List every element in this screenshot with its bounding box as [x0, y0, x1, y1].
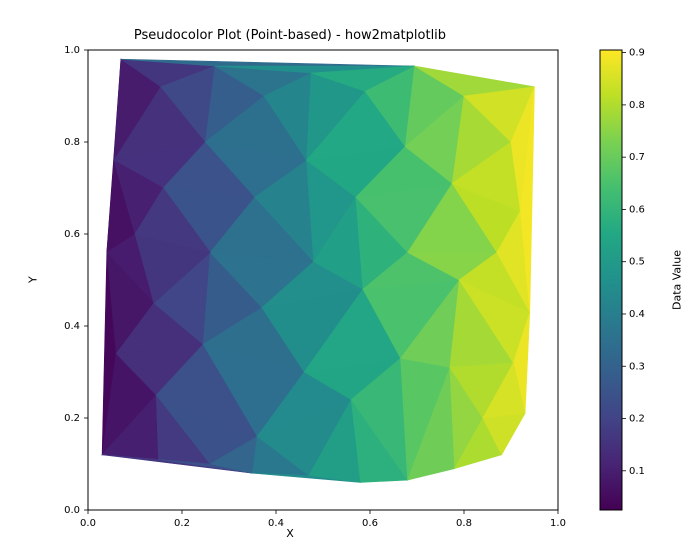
colorbar-tick-label: 0.6 — [629, 204, 645, 215]
colorbar — [600, 50, 622, 510]
colorbar-label: Data Value — [670, 50, 684, 510]
y-axis-label: Y — [26, 50, 40, 510]
colorbar-tick-label: 0.2 — [629, 414, 645, 425]
colorbar-tick-label: 0.8 — [629, 100, 645, 111]
y-tick-label: 0.0 — [64, 505, 80, 516]
plot-title: Pseudocolor Plot (Point-based) - how2mat… — [0, 28, 580, 43]
colorbar-tick-label: 0.9 — [629, 48, 645, 59]
y-tick-label: 0.2 — [64, 413, 80, 424]
triangulation — [102, 59, 534, 482]
y-tick-label: 1.0 — [64, 45, 80, 56]
y-tick-label: 0.6 — [64, 229, 80, 240]
colorbar-tick-label: 0.3 — [629, 361, 645, 372]
colorbar-tick-label: 0.1 — [629, 466, 645, 477]
y-tick-label: 0.4 — [64, 321, 80, 332]
colorbar-tick-label: 0.5 — [629, 257, 645, 268]
y-tick-label: 0.8 — [64, 137, 80, 148]
colorbar-tick-label: 0.4 — [629, 309, 645, 320]
figure: Pseudocolor Plot (Point-based) - how2mat… — [0, 0, 700, 560]
plot-svg: 0.00.20.40.60.81.00.00.20.40.60.81.00.10… — [0, 0, 700, 560]
x-axis-label: X — [0, 527, 580, 540]
colorbar-tick-label: 0.7 — [629, 152, 645, 163]
